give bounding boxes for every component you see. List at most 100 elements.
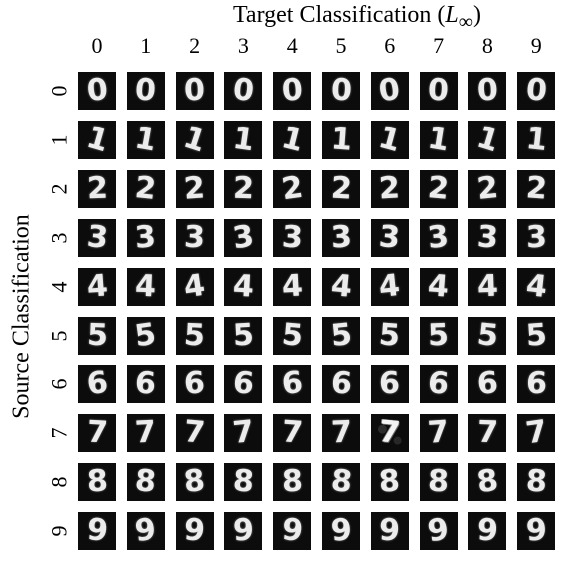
handwritten-digit-9: 9 (232, 512, 255, 549)
digit-image-5-to-4: 5 (273, 316, 312, 355)
handwritten-digit-2: 2 (426, 169, 451, 207)
handwritten-digit-5: 5 (475, 316, 500, 354)
handwritten-digit-3: 3 (329, 219, 353, 256)
handwritten-digit-6: 6 (525, 366, 548, 402)
handwritten-digit-9: 9 (280, 512, 305, 550)
handwritten-digit-4: 4 (524, 267, 549, 305)
digit-image-3-to-7: 3 (419, 218, 458, 257)
handwritten-digit-2: 2 (133, 169, 159, 207)
handwritten-digit-4: 4 (426, 267, 451, 305)
handwritten-digit-8: 8 (524, 463, 548, 500)
handwritten-digit-3: 3 (280, 219, 304, 256)
digit-image-6-to-7: 6 (419, 365, 458, 404)
handwritten-digit-8: 8 (378, 463, 402, 500)
digit-image-7-to-8: 7 (468, 414, 507, 453)
handwritten-digit-0: 0 (524, 72, 549, 109)
digit-image-4-to-6: 4 (370, 267, 409, 306)
handwritten-digit-9: 9 (85, 512, 109, 549)
handwritten-digit-1: 1 (524, 120, 549, 158)
handwritten-digit-7: 7 (476, 414, 499, 451)
digit-image-3-to-9: 3 (517, 218, 556, 257)
handwritten-digit-6: 6 (426, 365, 451, 403)
digit-image-9-to-5: 9 (322, 512, 360, 551)
digit-image-9-to-0: 9 (78, 512, 116, 551)
digit-image-5-to-0: 5 (78, 316, 116, 355)
digit-image-4-to-9: 4 (517, 267, 556, 306)
handwritten-digit-3: 3 (475, 219, 500, 256)
handwritten-digit-9: 9 (476, 512, 499, 549)
target-label-9: 9 (530, 33, 542, 58)
digit-image-8-to-1: 8 (126, 463, 165, 502)
digit-image-9-to-4: 9 (273, 512, 312, 551)
digit-image-1-to-9: 1 (517, 120, 556, 159)
target-label-5: 5 (335, 33, 347, 58)
handwritten-digit-4: 4 (377, 267, 402, 305)
handwritten-digit-3: 3 (525, 219, 548, 256)
handwritten-digit-3: 3 (134, 219, 158, 256)
handwritten-digit-0: 0 (427, 72, 450, 109)
handwritten-digit-2: 2 (182, 170, 207, 207)
title-math: L (445, 2, 459, 28)
handwritten-digit-6: 6 (231, 365, 256, 403)
digit-image-2-to-0: 2 (78, 169, 116, 208)
digit-image-1-to-5: 1 (322, 120, 360, 159)
handwritten-digit-9: 9 (425, 512, 452, 550)
target-label-7: 7 (433, 33, 445, 58)
digit-image-7-to-9: 7 (517, 414, 556, 453)
digit-image-4-to-4: 4 (273, 267, 312, 306)
handwritten-digit-4: 4 (329, 267, 353, 305)
handwritten-digit-2: 2 (85, 170, 109, 207)
digit-image-7-to-5: 7 (322, 414, 360, 453)
handwritten-digit-7: 7 (523, 414, 549, 452)
digit-image-0-to-1: 0 (126, 72, 165, 110)
digit-image-4-to-7: 4 (419, 267, 458, 306)
handwritten-digit-3: 3 (183, 219, 206, 256)
handwritten-digit-7: 7 (377, 414, 403, 452)
handwritten-digit-5: 5 (232, 316, 255, 354)
handwritten-digit-2: 2 (329, 170, 353, 207)
digit-image-0-to-4: 0 (273, 72, 312, 110)
digit-image-6-to-4: 6 (273, 365, 312, 404)
digit-image-3-to-8: 3 (468, 218, 507, 257)
digit-image-3-to-3: 3 (224, 218, 263, 257)
target-label-4: 4 (286, 33, 298, 58)
digit-image-9-to-6: 9 (370, 512, 409, 551)
source-label-9: 9 (46, 525, 71, 537)
handwritten-digit-9: 9 (378, 512, 401, 549)
digit-image-6-to-5: 6 (322, 365, 360, 404)
handwritten-digit-0: 0 (476, 72, 499, 109)
handwritten-digit-3: 3 (230, 218, 257, 256)
source-label-1: 1 (46, 134, 71, 146)
handwritten-digit-1: 1 (132, 120, 160, 159)
handwritten-digit-8: 8 (231, 463, 256, 500)
digit-image-8-to-6: 8 (370, 463, 409, 502)
digit-image-5-to-8: 5 (468, 316, 507, 355)
handwritten-digit-1: 1 (472, 120, 503, 159)
digit-image-8-to-2: 8 (175, 463, 214, 502)
digit-image-8-to-4: 8 (273, 463, 312, 502)
handwritten-digit-3: 3 (377, 218, 402, 256)
handwritten-digit-4: 4 (280, 268, 304, 305)
handwritten-digit-4: 4 (134, 268, 157, 304)
digit-image-7-to-6: 7 (370, 414, 409, 453)
digit-image-3-to-0: 3 (78, 218, 116, 257)
handwritten-digit-8: 8 (133, 463, 158, 501)
handwritten-digit-7: 7 (280, 414, 304, 451)
digit-image-1-to-3: 1 (224, 120, 263, 159)
digit-image-2-to-1: 2 (126, 169, 165, 208)
handwritten-digit-3: 3 (84, 218, 110, 256)
digit-image-4-to-0: 4 (78, 267, 116, 306)
handwritten-digit-8: 8 (281, 463, 304, 500)
title-suffix: ) (473, 2, 482, 28)
digit-image-7-to-1: 7 (126, 414, 165, 453)
handwritten-digit-1: 1 (179, 120, 211, 159)
digit-image-4-to-2: 4 (175, 267, 214, 306)
source-label-6: 6 (46, 378, 71, 390)
digit-image-2-to-4: 2 (273, 169, 312, 208)
digit-image-8-to-9: 8 (517, 463, 556, 502)
digit-image-6-to-6: 6 (370, 365, 409, 404)
digit-image-7-to-7: 7 (419, 414, 458, 453)
digit-image-5-to-1: 5 (126, 316, 165, 355)
digit-image-1-to-8: 1 (468, 120, 507, 159)
